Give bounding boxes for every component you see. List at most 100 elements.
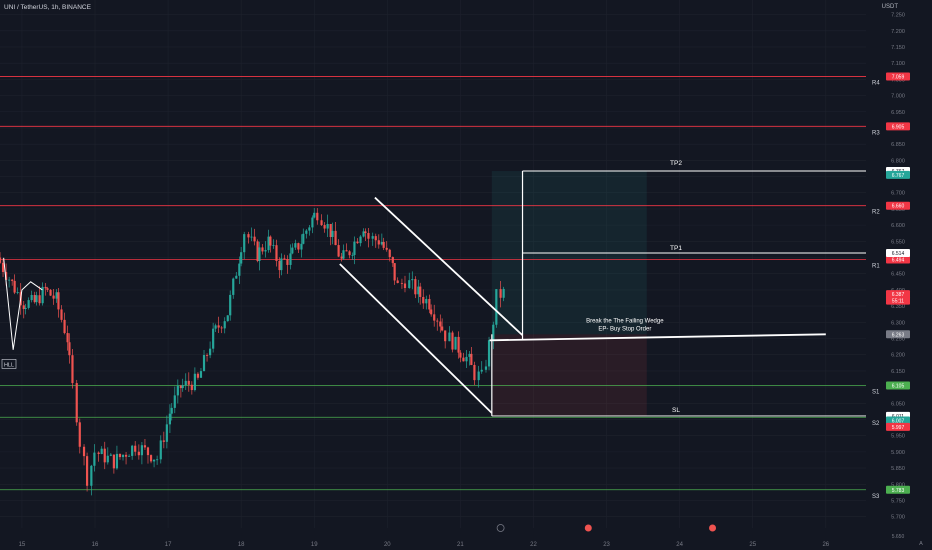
candle-body <box>495 289 498 325</box>
x-tick-label: 17 <box>165 542 172 548</box>
candle-body <box>238 263 241 276</box>
hll-label: HLL <box>4 362 14 368</box>
candle-body <box>430 309 433 315</box>
y-tick-label: 5.900 <box>891 450 905 456</box>
candle-body <box>85 456 89 486</box>
candle-body <box>247 234 250 238</box>
candle-body <box>362 231 365 237</box>
y-tick-label: 6.300 <box>891 320 905 326</box>
candle-body <box>232 278 235 295</box>
candle-body <box>433 314 436 321</box>
candle-body <box>179 385 182 389</box>
candle-body <box>226 315 229 322</box>
candle-body <box>444 330 447 342</box>
candle-body <box>162 440 165 442</box>
candle-body <box>459 352 462 358</box>
candlestick-series <box>0 208 505 496</box>
candle-body <box>38 295 41 304</box>
candle-body <box>353 241 356 255</box>
candle-body <box>300 243 303 250</box>
candle-body <box>393 263 396 281</box>
candle-body <box>60 309 63 320</box>
candle-body <box>377 240 380 245</box>
level-price-badge <box>886 381 910 390</box>
symbol-title[interactable]: UNI / TetherUS, 1h, BINANCE <box>4 4 91 11</box>
price-badge <box>886 170 910 179</box>
y-tick-label: 6.550 <box>891 239 905 245</box>
candle-body <box>439 321 442 327</box>
candle-body <box>44 286 47 289</box>
candle-body <box>448 332 451 342</box>
candle-body <box>106 455 109 463</box>
candle-body <box>487 340 491 367</box>
candle-body <box>41 286 44 304</box>
candle-body <box>118 453 122 458</box>
level-price-badge <box>886 122 910 131</box>
y-tick-label: 6.850 <box>891 142 905 148</box>
level-label-r2: R2 <box>872 210 880 216</box>
candle-body <box>484 366 488 370</box>
level-label-s3: S3 <box>872 494 880 500</box>
candle-body <box>348 251 351 256</box>
price-badge-text: 6.387 <box>892 292 905 298</box>
candle-body <box>320 220 323 226</box>
candle-body <box>146 447 150 456</box>
candle-body <box>316 212 319 221</box>
candle-body <box>24 307 27 310</box>
time-axis[interactable]: 15 16 17 18 19 20 21 22 23 24 25 26 <box>19 542 830 548</box>
swing-path <box>3 257 43 350</box>
candle-body <box>419 286 422 297</box>
candle-body <box>63 319 66 334</box>
candle-body <box>52 295 55 299</box>
candle-body <box>103 448 106 463</box>
candle-body <box>75 383 78 423</box>
entry-text-line2: EP- Buy Stop Order <box>598 326 651 332</box>
candle-body <box>193 373 196 391</box>
candle-body <box>342 250 345 259</box>
candle-body <box>326 223 329 229</box>
sl-label: SL <box>672 407 680 414</box>
candle-body <box>422 296 425 304</box>
y-tick-label: 5.750 <box>891 498 905 504</box>
price-badge-text: 5.997 <box>892 425 905 431</box>
candle-body <box>408 280 411 289</box>
candle-body <box>173 395 176 408</box>
candle-body <box>454 336 457 350</box>
y-tick-label: 6.250 <box>891 337 905 343</box>
level-label-s1: S1 <box>872 389 880 395</box>
candle-body <box>502 288 505 298</box>
x-tick-label: 24 <box>676 542 683 548</box>
candle-body <box>159 440 162 460</box>
candle-body <box>396 280 399 284</box>
level-label-r3: R3 <box>872 130 880 136</box>
level-price-badge-text: 6.660 <box>892 204 905 210</box>
candle-body <box>97 452 100 454</box>
candle-body <box>380 241 383 245</box>
candle-body <box>131 445 134 456</box>
candle-body <box>272 245 275 246</box>
candle-body <box>283 258 286 260</box>
candle-body <box>308 227 311 231</box>
y-tick-label: 6.700 <box>891 191 905 197</box>
candle-body <box>209 348 212 356</box>
price-axis[interactable]: 7.2507.2007.1507.1007.0507.0006.9506.900… <box>891 13 905 540</box>
candle-body <box>49 289 52 296</box>
price-badge <box>886 296 910 305</box>
y-tick-label: 6.950 <box>891 110 905 116</box>
price-badge-text: 55:11 <box>892 299 904 305</box>
candle-body <box>176 385 179 396</box>
candle-body <box>388 249 391 258</box>
candle-body <box>46 288 49 290</box>
wedge-upper-line <box>374 196 524 336</box>
y-tick-label: 7.150 <box>891 45 905 51</box>
candle-body <box>371 236 374 239</box>
candle-body <box>140 445 143 456</box>
candle-body <box>403 283 407 289</box>
candle-body <box>385 247 388 250</box>
x-tick-label: 23 <box>603 542 610 548</box>
candle-body <box>68 342 71 356</box>
candle-body <box>128 455 131 457</box>
candle-body <box>269 236 272 246</box>
candle-body <box>165 424 168 442</box>
